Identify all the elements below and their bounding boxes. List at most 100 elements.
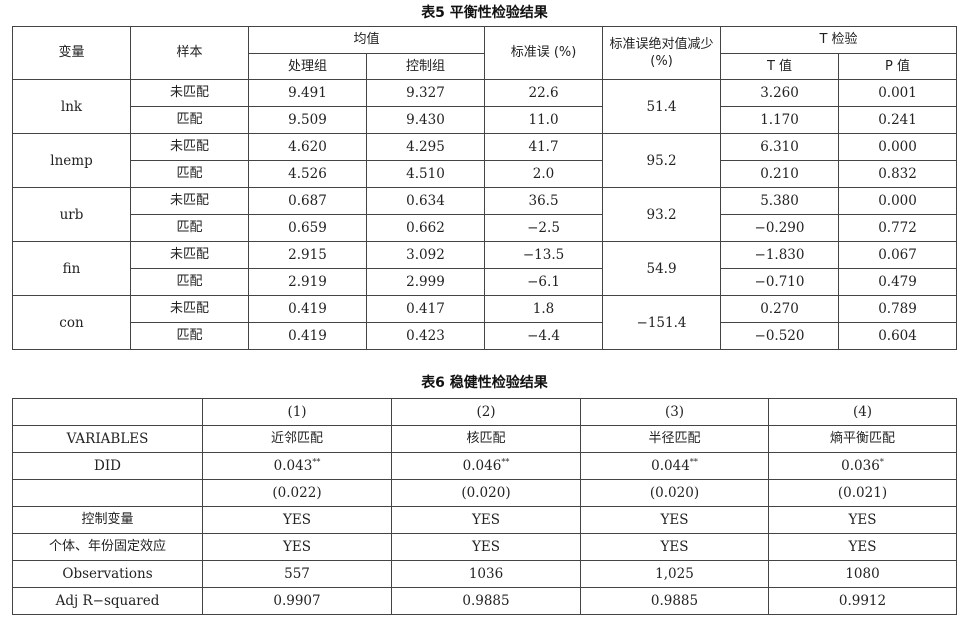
table-row: 匹配 4.526 4.510 2.0 0.210 0.832	[13, 160, 958, 188]
std-bias: −6.1	[484, 268, 604, 296]
significance-stars: **	[689, 457, 698, 467]
t-value: −1.830	[720, 241, 840, 269]
result-cell: (0.020)	[580, 479, 769, 507]
cell-value: 0.036	[841, 458, 880, 474]
result-cell: 1,025	[580, 560, 769, 588]
cell-value: 0.9885	[462, 593, 510, 609]
t-value: −0.520	[720, 322, 840, 350]
treated-mean: 9.509	[248, 106, 367, 134]
bias-reduction: −151.4	[602, 295, 722, 350]
row-label: 个体、年份固定效应	[12, 533, 203, 561]
cell-value: YES	[848, 512, 877, 528]
result-cell: 0.9885	[580, 587, 769, 615]
cell-value: YES	[282, 539, 311, 555]
corner-cell	[12, 398, 203, 426]
result-cell: 半径匹配	[580, 425, 769, 453]
sample-type: 匹配	[130, 106, 249, 134]
result-cell: YES	[768, 533, 957, 561]
result-cell: YES	[391, 533, 581, 561]
treated-mean: 0.659	[248, 214, 367, 242]
table-row: urb 未匹配 0.687 0.634 36.5 93.2 5.380 0.000	[12, 187, 958, 242]
t-value: 1.170	[720, 106, 840, 134]
cell-value: YES	[660, 539, 689, 555]
result-cell: YES	[580, 506, 769, 534]
std-bias: 41.7	[484, 133, 604, 161]
sample-type: 未匹配	[130, 295, 249, 323]
cell-value: 0.043	[273, 458, 313, 474]
result-cell: YES	[202, 533, 392, 561]
cell-value: (0.020)	[649, 485, 700, 501]
std-bias: −13.5	[484, 241, 604, 269]
std-bias: −4.4	[484, 322, 604, 350]
cell-value: YES	[471, 539, 500, 555]
header-std-bias: 标准误 (%)	[484, 26, 604, 80]
result-cell: 0.046**	[391, 452, 581, 480]
balance-test-table: 变量 样本 均值 标准误 (%) 标准误绝对值减少 (%) T 检验 处理组 控…	[12, 26, 958, 350]
column-header: (1)	[202, 398, 392, 426]
sample-type: 匹配	[130, 268, 249, 296]
header-ttest: T 检验	[720, 26, 958, 54]
treated-mean: 4.526	[248, 160, 367, 188]
cell-value: 1080	[845, 566, 880, 582]
treated-mean: 2.919	[248, 268, 367, 296]
bias-reduction: 95.2	[602, 133, 722, 188]
variable-name: fin	[12, 241, 131, 296]
header-mean: 均值	[247, 26, 486, 54]
p-value: 0.241	[838, 106, 958, 134]
table-row: Observations 557 1036 1,025 1080	[12, 560, 957, 588]
header-t-value: T 值	[720, 53, 840, 80]
column-header: (3)	[580, 398, 769, 426]
sample-type: 未匹配	[130, 133, 249, 161]
t-value: 0.270	[720, 295, 840, 323]
column-header: (2)	[391, 398, 581, 426]
cell-value: 1036	[468, 566, 504, 582]
column-header: (4)	[768, 398, 957, 426]
result-cell: 0.9907	[202, 587, 392, 615]
result-cell: 近邻匹配	[202, 425, 392, 453]
result-cell: (0.022)	[202, 479, 392, 507]
t-value: −0.710	[720, 268, 840, 296]
result-cell: 1080	[768, 560, 957, 588]
table-row: con 未匹配 0.419 0.417 1.8 −151.4 0.270 0.789	[12, 295, 958, 350]
header-p-value: P 值	[838, 53, 958, 80]
table-row: (0.022) (0.020) (0.020) (0.021)	[12, 479, 957, 507]
cell-value: (0.021)	[837, 485, 888, 501]
std-bias: −2.5	[484, 214, 604, 242]
p-value: 0.479	[838, 268, 958, 296]
cell-value: (0.022)	[272, 485, 322, 501]
cell-value: YES	[471, 512, 500, 528]
cell-value: YES	[282, 512, 311, 528]
cell-value: 0.044	[651, 458, 690, 474]
variable-name: con	[12, 295, 131, 350]
table-row: DID 0.043** 0.046** 0.044** 0.036*	[12, 452, 957, 480]
header-sample: 样本	[130, 26, 249, 80]
row-label: DID	[12, 452, 203, 480]
row-label	[12, 479, 203, 507]
control-mean: 4.510	[365, 160, 486, 188]
table-row: lnk 未匹配 9.491 9.327 22.6 51.4 3.260 0.001	[12, 79, 958, 134]
t-value: −0.290	[720, 214, 840, 242]
result-cell: (0.021)	[768, 479, 957, 507]
table-row: VARIABLES 近邻匹配 核匹配 半径匹配 熵平衡匹配	[12, 425, 957, 453]
treated-mean: 0.687	[248, 187, 367, 215]
p-value: 0.000	[838, 133, 958, 161]
bias-reduction: 51.4	[602, 79, 722, 134]
p-value: 0.772	[838, 214, 958, 242]
control-mean: 0.417	[365, 295, 486, 323]
cell-value: 近邻匹配	[270, 431, 323, 446]
robustness-test-table: (1) (2) (3) (4) VARIABLES 近邻匹配 核匹配 半径匹配 熵平衡匹…	[12, 398, 957, 615]
treated-mean: 2.915	[248, 241, 367, 269]
bias-reduction: 54.9	[602, 241, 722, 296]
result-cell: 0.036*	[768, 452, 957, 480]
significance-stars: **	[312, 457, 321, 467]
sample-type: 匹配	[130, 160, 249, 188]
treated-mean: 4.620	[248, 133, 367, 161]
p-value: 0.001	[838, 79, 958, 107]
result-cell: (0.020)	[391, 479, 581, 507]
result-cell: 熵平衡匹配	[768, 425, 957, 453]
cell-value: 熵平衡匹配	[829, 431, 895, 446]
table-row: 匹配 9.509 9.430 11.0 1.170 0.241	[13, 106, 958, 134]
header-bias-reduction: 标准误绝对值减少 (%)	[602, 26, 722, 80]
t-value: 5.380	[720, 187, 840, 215]
result-cell: YES	[580, 533, 769, 561]
